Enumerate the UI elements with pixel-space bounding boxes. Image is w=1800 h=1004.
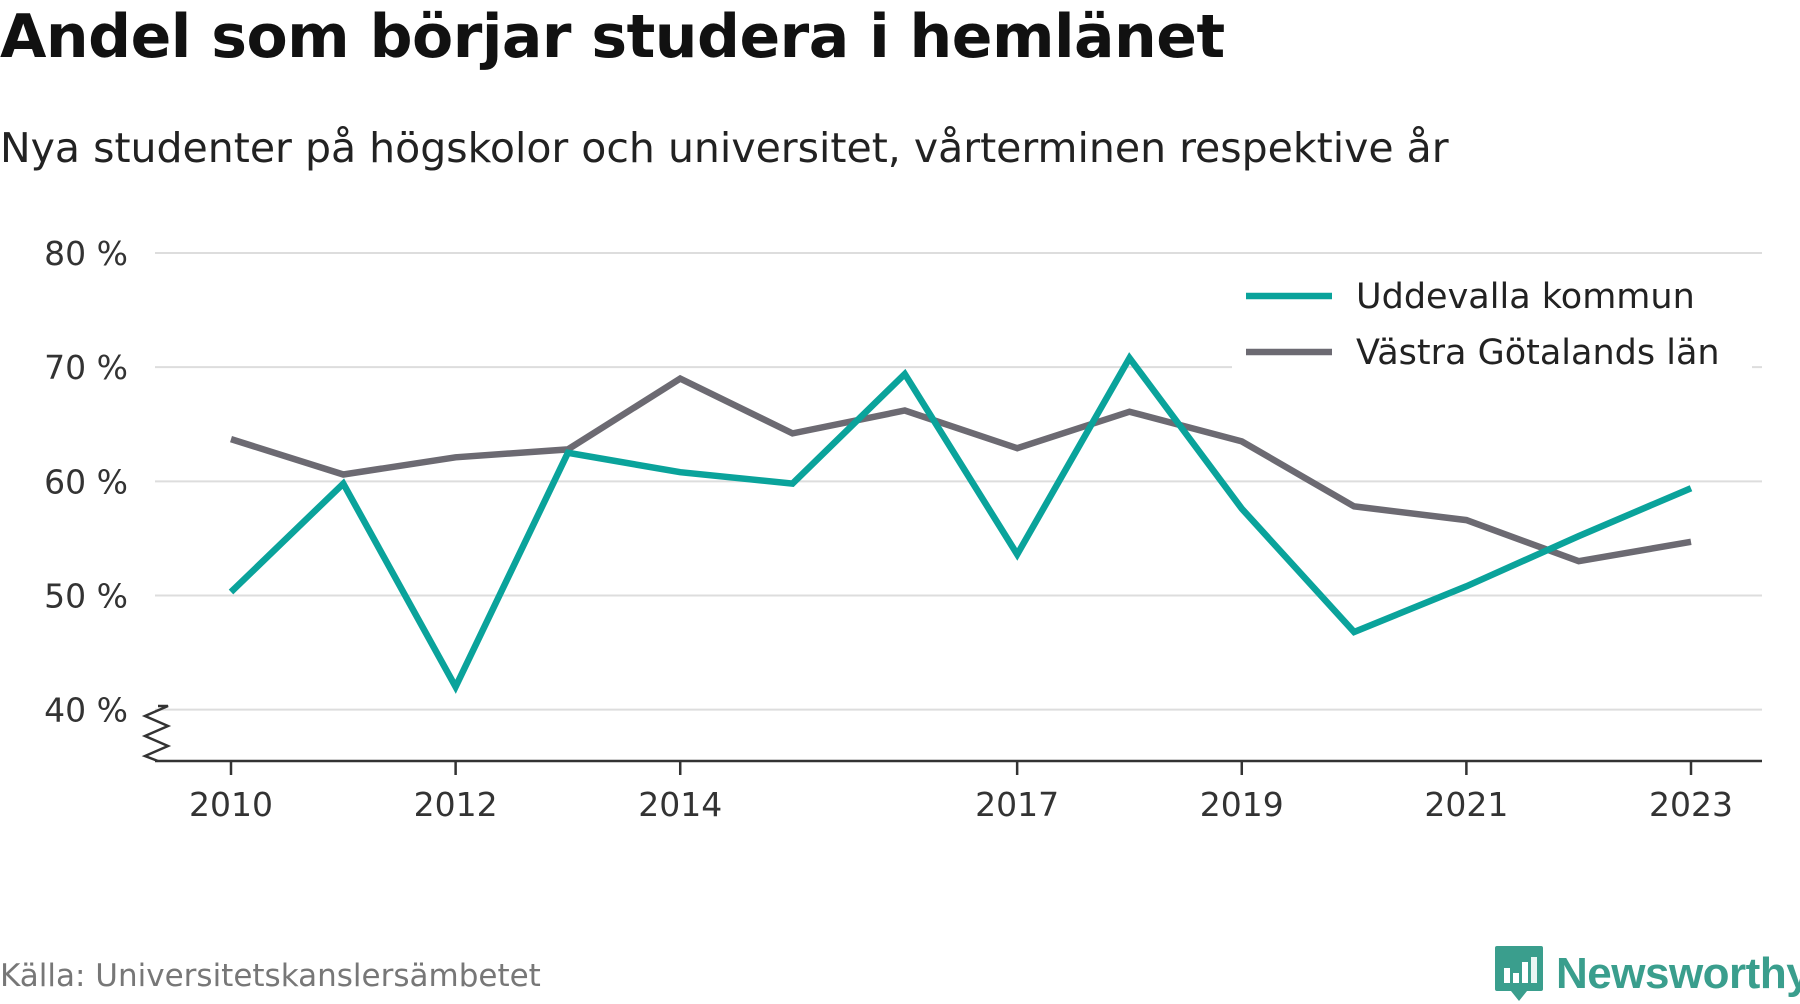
newsworthy-logo-icon <box>1495 946 1543 1001</box>
line-chart: 40 %50 %60 %70 %80 % 2010 2012 2014 2017 201… <box>44 234 1762 824</box>
brand-name: Newsworthy <box>1556 949 1800 998</box>
x-tick-label-2012: 2012 <box>414 785 498 824</box>
series-line-0 <box>228 352 1693 694</box>
x-tick-label-2017: 2017 <box>975 785 1059 824</box>
legend: Uddevalla kommun Västra Götalands län <box>1232 262 1752 373</box>
x-tick-label-2023: 2023 <box>1649 785 1733 824</box>
chart-title: Andel som börjar studera i hemlänet <box>0 2 1225 72</box>
y-axis-tick-labels: 40 % 50 % 60 % 70 % 80 % <box>44 234 128 730</box>
y-tick-label-70: 70 % <box>44 348 128 387</box>
source-note: Källa: Universitetskanslersämbetet <box>0 958 541 994</box>
legend-label-0: Uddevalla kommun <box>1356 277 1695 317</box>
x-axis: 2010 2012 2014 2017 2019 2021 2023 <box>141 704 1762 824</box>
y-axis-break-icon <box>141 704 172 763</box>
x-tick-label-2019: 2019 <box>1200 785 1284 824</box>
chart-subtitle: Nya studenter på högskolor och universit… <box>0 124 1449 172</box>
brand-logo[interactable]: Newsworthy <box>1494 944 1800 1004</box>
y-tick-label-60: 60 % <box>44 462 128 501</box>
series-lines <box>228 352 1693 694</box>
y-tick-label-50: 50 % <box>44 576 128 615</box>
y-tick-label-80: 80 % <box>44 234 128 273</box>
x-tick-label-2010: 2010 <box>189 785 273 824</box>
series-line-1 <box>230 374 1692 565</box>
x-tick-label-2014: 2014 <box>638 785 722 824</box>
x-tick-label-2021: 2021 <box>1424 785 1508 824</box>
legend-label-1: Västra Götalands län <box>1356 333 1720 373</box>
y-tick-label-40: 40 % <box>44 691 128 730</box>
